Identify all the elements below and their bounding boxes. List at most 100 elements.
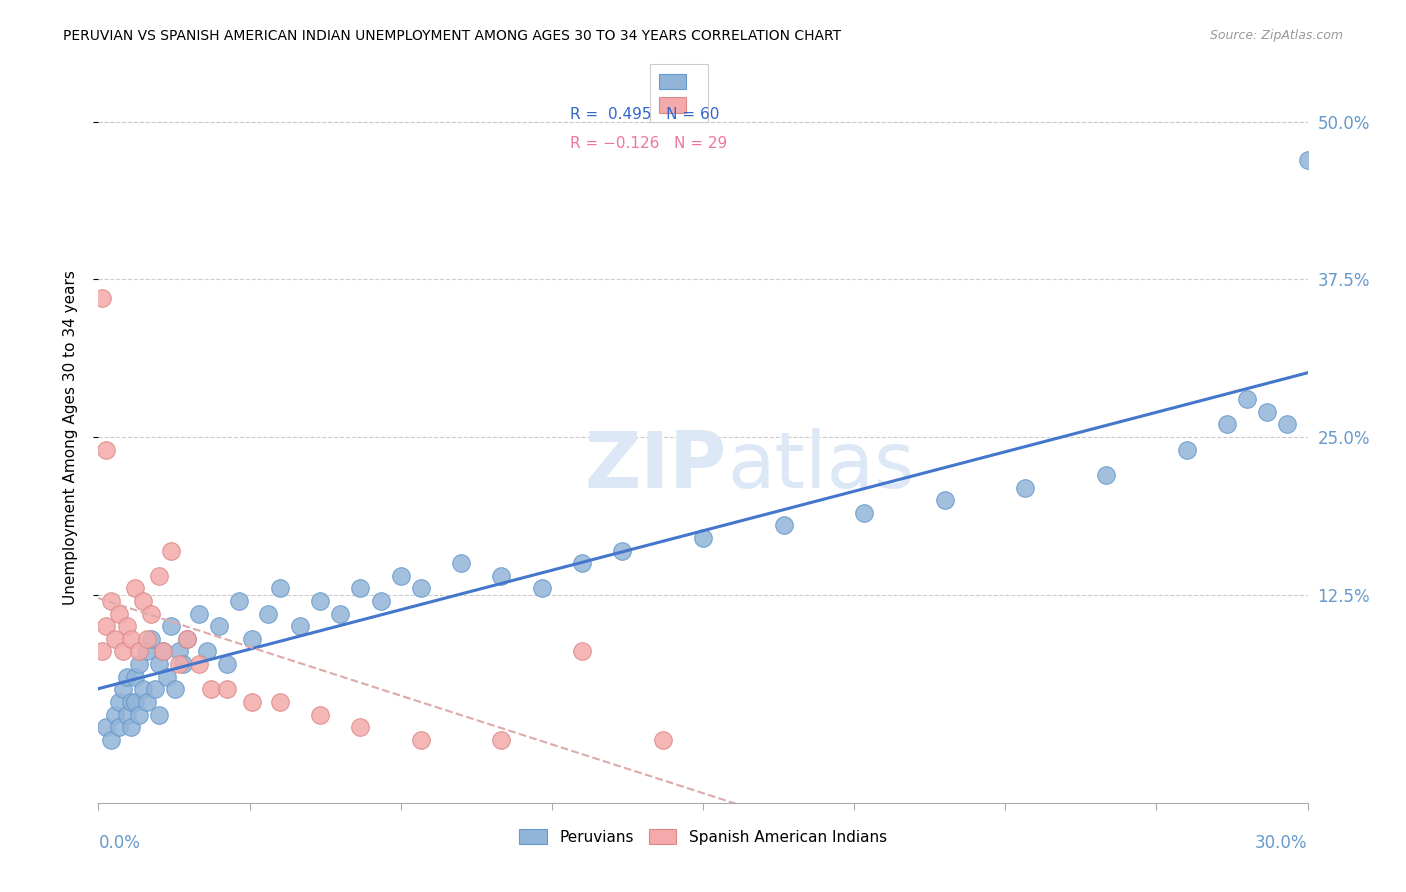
Point — [934, 493, 956, 508]
Point — [208, 619, 231, 633]
Point — [160, 543, 183, 558]
Point — [152, 644, 174, 658]
Text: 30.0%: 30.0% — [1256, 834, 1308, 852]
Point — [120, 632, 142, 646]
Point — [530, 582, 553, 596]
Point — [124, 695, 146, 709]
Text: R = −0.126   N = 29: R = −0.126 N = 29 — [569, 136, 727, 151]
Point — [1296, 153, 1319, 167]
Point — [612, 543, 634, 558]
Point — [176, 632, 198, 646]
Point — [124, 670, 146, 684]
Point — [128, 644, 150, 658]
Point — [1256, 405, 1278, 419]
Point — [349, 720, 371, 734]
Point — [853, 506, 876, 520]
Point — [450, 556, 472, 570]
Point — [91, 644, 114, 658]
Point — [409, 732, 432, 747]
Point — [491, 569, 513, 583]
Point — [269, 695, 291, 709]
Point — [143, 682, 166, 697]
Point — [115, 670, 138, 684]
Point — [188, 607, 211, 621]
Point — [240, 695, 263, 709]
Point — [491, 732, 513, 747]
Point — [139, 632, 162, 646]
Point — [240, 632, 263, 646]
Point — [148, 569, 170, 583]
Point — [200, 682, 222, 697]
Legend: Peruvians, Spanish American Indians: Peruvians, Spanish American Indians — [510, 820, 896, 854]
Point — [135, 632, 157, 646]
Point — [228, 594, 250, 608]
Point — [103, 707, 125, 722]
Point — [124, 582, 146, 596]
Point — [692, 531, 714, 545]
Point — [409, 582, 432, 596]
Point — [176, 632, 198, 646]
Text: PERUVIAN VS SPANISH AMERICAN INDIAN UNEMPLOYMENT AMONG AGES 30 TO 34 YEARS CORRE: PERUVIAN VS SPANISH AMERICAN INDIAN UNEM… — [63, 29, 841, 43]
Point — [100, 732, 122, 747]
Point — [370, 594, 392, 608]
Point — [107, 607, 129, 621]
Point — [135, 644, 157, 658]
Point — [167, 657, 190, 671]
Point — [128, 657, 150, 671]
Point — [772, 518, 794, 533]
Point — [188, 657, 211, 671]
Point — [309, 594, 332, 608]
Point — [1216, 417, 1239, 432]
Point — [156, 670, 179, 684]
Point — [96, 720, 118, 734]
Text: Source: ZipAtlas.com: Source: ZipAtlas.com — [1209, 29, 1343, 42]
Point — [96, 442, 118, 457]
Point — [120, 720, 142, 734]
Point — [571, 644, 593, 658]
Point — [132, 594, 155, 608]
Point — [139, 607, 162, 621]
Text: ZIP: ZIP — [585, 428, 727, 504]
Point — [100, 594, 122, 608]
Point — [195, 644, 218, 658]
Point — [389, 569, 412, 583]
Point — [1014, 481, 1036, 495]
Point — [1277, 417, 1299, 432]
Point — [1236, 392, 1258, 407]
Point — [167, 644, 190, 658]
Point — [1175, 442, 1198, 457]
Point — [132, 682, 155, 697]
Point — [256, 607, 278, 621]
Point — [148, 707, 170, 722]
Y-axis label: Unemployment Among Ages 30 to 34 years: Unemployment Among Ages 30 to 34 years — [63, 269, 77, 605]
Point — [103, 632, 125, 646]
Point — [148, 657, 170, 671]
Point — [309, 707, 332, 722]
Point — [217, 657, 239, 671]
Point — [115, 619, 138, 633]
Text: 0.0%: 0.0% — [98, 834, 141, 852]
Text: R =  0.495   N = 60: R = 0.495 N = 60 — [569, 107, 720, 122]
Point — [172, 657, 194, 671]
Point — [107, 695, 129, 709]
Point — [1095, 467, 1118, 482]
Point — [217, 682, 239, 697]
Point — [91, 291, 114, 305]
Point — [349, 582, 371, 596]
Point — [120, 695, 142, 709]
Point — [288, 619, 311, 633]
Point — [269, 582, 291, 596]
Point — [96, 619, 118, 633]
Point — [571, 556, 593, 570]
Point — [651, 732, 673, 747]
Point — [329, 607, 352, 621]
Point — [163, 682, 186, 697]
Point — [111, 682, 134, 697]
Point — [135, 695, 157, 709]
Point — [160, 619, 183, 633]
Text: atlas: atlas — [727, 428, 915, 504]
Point — [128, 707, 150, 722]
Point — [107, 720, 129, 734]
Point — [111, 644, 134, 658]
Point — [115, 707, 138, 722]
